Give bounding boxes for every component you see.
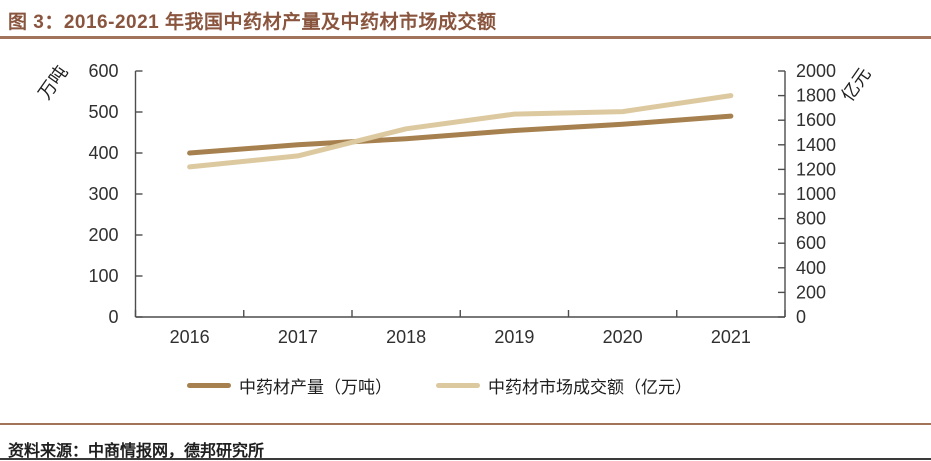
svg-text:800: 800 (796, 209, 826, 229)
svg-text:2018: 2018 (386, 327, 426, 347)
legend-item-transaction: 中药材市场成交额（亿元） (436, 373, 692, 398)
axis-ticks (134, 70, 786, 318)
svg-text:1000: 1000 (796, 184, 836, 204)
y-axis-labels-left: 0 100 200 300 400 500 600 (88, 61, 118, 327)
svg-text:2000: 2000 (796, 61, 836, 81)
svg-text:亿元: 亿元 (838, 64, 875, 105)
plot-axes (134, 71, 786, 318)
svg-text:0: 0 (108, 307, 118, 327)
svg-text:400: 400 (796, 258, 826, 278)
bottom-border (0, 458, 931, 460)
svg-text:1800: 1800 (796, 86, 836, 106)
legend-label-transaction: 中药材市场成交额（亿元） (488, 377, 692, 397)
legend-swatch-production (187, 382, 231, 388)
svg-text:300: 300 (88, 184, 118, 204)
svg-text:600: 600 (796, 233, 826, 253)
source-text: 资料来源：中商情报网，德邦研究所 (8, 443, 265, 460)
svg-text:1600: 1600 (796, 110, 836, 130)
svg-text:2019: 2019 (494, 327, 534, 347)
svg-text:2021: 2021 (711, 327, 751, 347)
svg-text:500: 500 (88, 102, 118, 122)
title-divider (0, 36, 931, 39)
svg-text:600: 600 (88, 61, 118, 81)
svg-text:200: 200 (796, 282, 826, 302)
y-axis-title-left: 万吨 (35, 62, 72, 103)
chart-legend: 中药材产量（万吨） 中药材市场成交额（亿元） (0, 372, 905, 398)
x-axis-labels: 2016 2017 2018 2019 2020 2021 (170, 327, 751, 347)
svg-text:0: 0 (796, 307, 806, 327)
svg-text:200: 200 (88, 225, 118, 245)
legend-label-production: 中药材产量（万吨） (239, 377, 392, 397)
y-axis-labels-right: 0 200 400 600 800 1000 1200 1400 1600 1800 2000 (796, 61, 836, 327)
svg-text:400: 400 (88, 143, 118, 163)
svg-text:1200: 1200 (796, 159, 836, 179)
svg-text:1400: 1400 (796, 135, 836, 155)
source-divider (0, 423, 931, 425)
legend-item-production: 中药材产量（万吨） (187, 373, 392, 398)
series-line-production (187, 113, 734, 156)
legend-swatch-transaction (436, 382, 480, 388)
svg-text:2020: 2020 (603, 327, 643, 347)
series-line-transaction (187, 93, 734, 170)
figure-title: 图 3：2016-2021 年我国中药材产量及中药材市场成交额 (8, 12, 497, 33)
svg-text:100: 100 (88, 266, 118, 286)
svg-text:万吨: 万吨 (35, 62, 72, 103)
svg-text:2016: 2016 (170, 327, 210, 347)
svg-text:2017: 2017 (278, 327, 318, 347)
y-axis-title-right: 亿元 (838, 64, 875, 105)
